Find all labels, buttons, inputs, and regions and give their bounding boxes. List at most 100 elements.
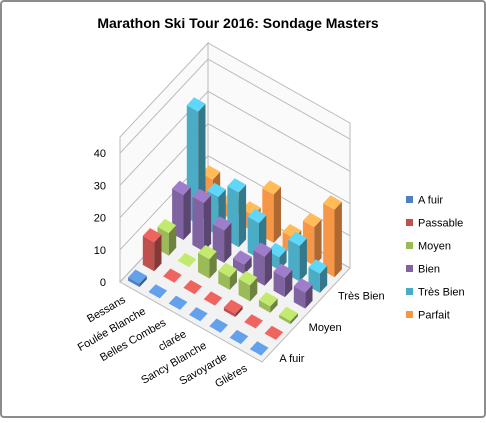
- bar: [279, 306, 298, 325]
- bar-top: [229, 329, 249, 345]
- bar-top: [168, 295, 188, 310]
- bar-side: [238, 184, 247, 248]
- bar-top: [192, 188, 212, 204]
- bar-side: [209, 251, 217, 279]
- bar-top: [247, 208, 267, 224]
- grid-line: [119, 58, 351, 154]
- legend-label: A fuir: [418, 195, 443, 207]
- bar-side: [299, 238, 307, 282]
- bar-top: [267, 242, 287, 258]
- bar: [148, 284, 168, 299]
- bar: [273, 263, 293, 298]
- bar: [223, 299, 243, 317]
- bar: [203, 291, 223, 306]
- bar-top: [177, 252, 197, 268]
- bar-top: [183, 280, 203, 295]
- bar-top: [198, 245, 217, 260]
- bar-top: [279, 306, 298, 321]
- bar-top: [302, 212, 322, 228]
- bar: [233, 250, 252, 275]
- bar: [128, 269, 147, 287]
- bar-side: [229, 269, 237, 290]
- bar-front: [293, 286, 306, 309]
- bar-front: [323, 203, 335, 278]
- bar: [244, 314, 263, 329]
- bar-side: [284, 270, 293, 298]
- bar-side: [250, 277, 258, 302]
- bar: [189, 307, 208, 322]
- bar-side: [305, 284, 313, 309]
- bar-side: [270, 298, 278, 313]
- bar-front: [192, 196, 204, 252]
- bar: [323, 195, 342, 278]
- bar-top: [163, 268, 182, 283]
- legend-swatch: [406, 219, 413, 226]
- bar-top: [203, 291, 223, 306]
- bar-top: [128, 269, 147, 284]
- bar: [229, 329, 249, 345]
- bar: [168, 295, 188, 310]
- legend-label: Parfait: [418, 310, 450, 322]
- bar-top: [308, 259, 328, 274]
- bar-side: [168, 225, 177, 256]
- bar: [302, 212, 322, 266]
- bar-top: [264, 325, 284, 340]
- bar: [183, 280, 203, 295]
- bar-side: [264, 248, 272, 286]
- bar-top: [142, 228, 162, 243]
- bar: [249, 341, 269, 356]
- bar-side: [244, 256, 252, 275]
- bar-front: [233, 258, 245, 275]
- bar-side: [290, 313, 298, 325]
- bar-top: [249, 341, 269, 356]
- bar: [142, 228, 162, 272]
- legend-swatch: [406, 242, 413, 249]
- y-tick-label: 0: [100, 277, 106, 289]
- bar: [209, 318, 228, 333]
- legend-label: Passable: [418, 218, 463, 230]
- bar-side: [314, 219, 322, 266]
- bar-top: [238, 271, 258, 286]
- bar: [293, 278, 313, 309]
- bar-side: [183, 187, 191, 240]
- y-tick-label: 20: [94, 213, 106, 225]
- bar-top: [227, 178, 247, 193]
- bar-top: [148, 284, 168, 299]
- legend-swatch: [406, 288, 413, 295]
- y-tick-label: 10: [94, 245, 106, 257]
- legend-swatch: [406, 265, 413, 272]
- bar-front: [238, 278, 250, 302]
- bar-side: [154, 234, 162, 272]
- bar-top: [258, 292, 278, 307]
- bar-top: [223, 299, 243, 314]
- bar-front: [258, 300, 271, 313]
- bar-top: [172, 180, 191, 195]
- bar-top: [288, 231, 307, 246]
- bar-front: [142, 235, 155, 272]
- y-tick-label: 30: [94, 180, 106, 192]
- bar: [177, 252, 197, 268]
- bar-front: [218, 270, 230, 290]
- bar-front: [273, 271, 285, 298]
- bar: [238, 271, 258, 302]
- legend-label: Bien: [418, 264, 440, 276]
- bar-top: [209, 318, 228, 333]
- bar-top: [189, 307, 208, 322]
- bar-side: [334, 201, 342, 278]
- bar-top: [273, 263, 293, 278]
- bar-side: [273, 186, 281, 243]
- bar: [258, 292, 278, 313]
- bar-side: [319, 265, 328, 293]
- bar: [264, 325, 284, 340]
- legend-label: Très Bien: [418, 287, 465, 299]
- legend-label: Moyen: [418, 241, 451, 253]
- bar-top: [253, 242, 272, 257]
- grid-line: [119, 122, 351, 218]
- bar-side: [235, 306, 243, 317]
- bar: [218, 262, 237, 290]
- bar-top: [201, 165, 221, 180]
- grid-line: [119, 155, 351, 251]
- bar-front: [223, 307, 236, 317]
- bar-side: [224, 222, 232, 263]
